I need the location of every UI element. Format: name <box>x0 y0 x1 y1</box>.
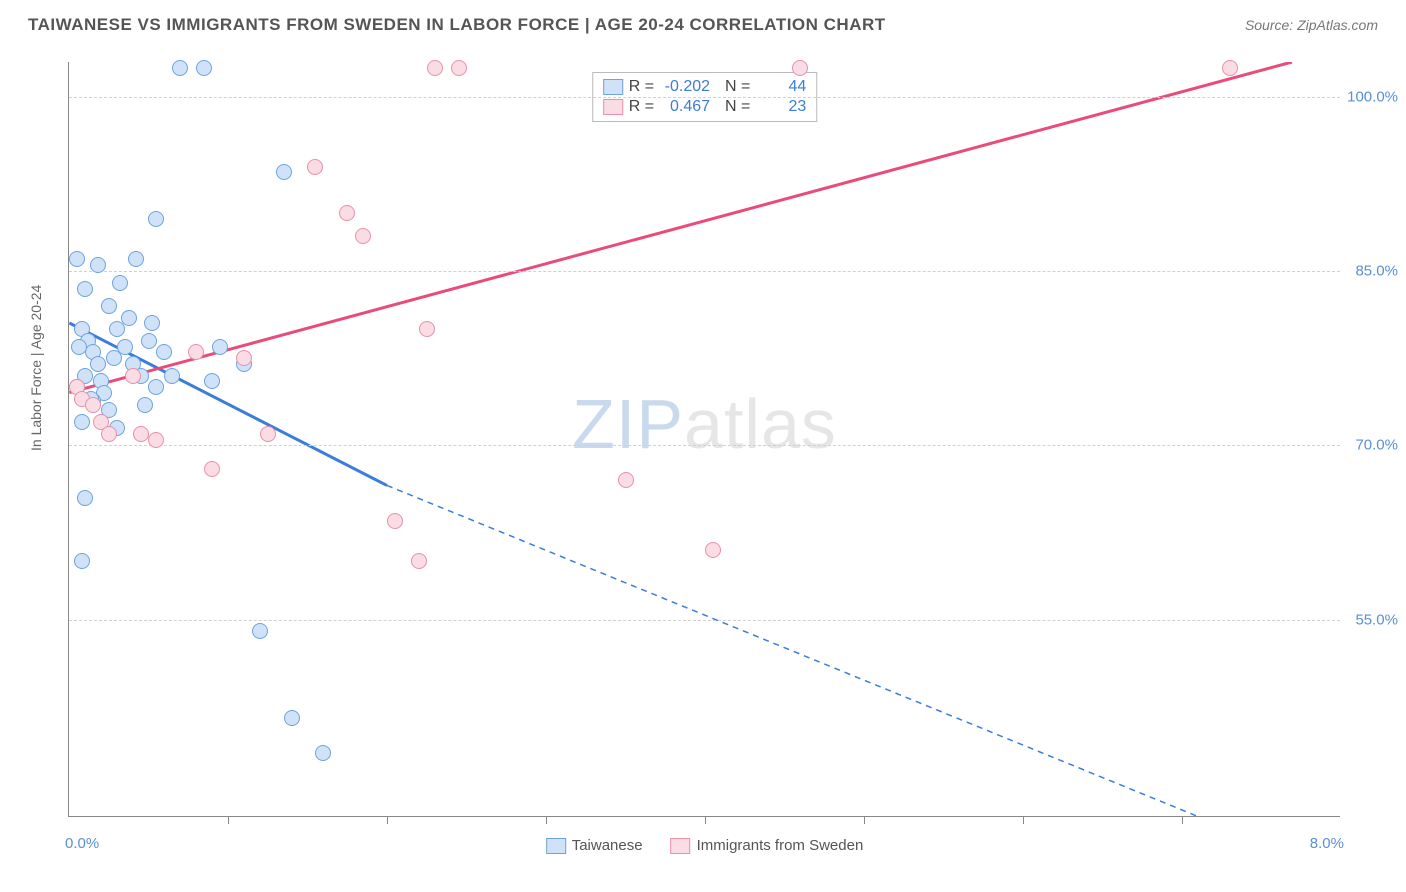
scatter-point <box>156 344 172 360</box>
legend-item: Immigrants from Sweden <box>671 837 864 854</box>
scatter-point <box>112 275 128 291</box>
chart-header: TAIWANESE VS IMMIGRANTS FROM SWEDEN IN L… <box>0 0 1406 43</box>
x-tick <box>387 816 388 824</box>
trend-line-dashed <box>387 485 1197 816</box>
scatter-point <box>387 513 403 529</box>
scatter-point <box>109 321 125 337</box>
n-label: N = <box>716 98 750 116</box>
y-tick-label: 70.0% <box>1355 437 1398 454</box>
watermark-zip: ZIP <box>572 385 684 463</box>
n-value-1: 44 <box>756 78 806 96</box>
scatter-point <box>125 368 141 384</box>
r-value-2: 0.467 <box>660 98 710 116</box>
scatter-point <box>137 397 153 413</box>
r-label: R = <box>629 98 654 116</box>
legend-item: Taiwanese <box>546 837 643 854</box>
scatter-point <box>77 281 93 297</box>
x-tick <box>864 816 865 824</box>
legend-swatch-1 <box>603 79 623 95</box>
scatter-point <box>236 350 252 366</box>
scatter-point <box>339 205 355 221</box>
legend-swatch <box>671 838 691 854</box>
scatter-point <box>148 379 164 395</box>
scatter-point <box>77 490 93 506</box>
legend-label: Immigrants from Sweden <box>697 837 864 854</box>
scatter-point <box>451 60 467 76</box>
scatter-point <box>128 251 144 267</box>
x-axis-min-label: 0.0% <box>65 835 99 852</box>
y-tick-label: 55.0% <box>1355 611 1398 628</box>
x-axis-max-label: 8.0% <box>1310 835 1344 852</box>
correlation-row-2: R = 0.467 N = 23 <box>603 97 807 117</box>
chart-container: In Labor Force | Age 20-24 ZIPatlas R = … <box>28 45 1383 857</box>
source-attribution: Source: ZipAtlas.com <box>1245 17 1378 33</box>
scatter-point <box>276 164 292 180</box>
scatter-point <box>252 623 268 639</box>
scatter-point <box>411 553 427 569</box>
scatter-point <box>427 60 443 76</box>
x-tick <box>1182 816 1183 824</box>
scatter-point <box>705 542 721 558</box>
scatter-point <box>74 553 90 569</box>
scatter-point <box>148 211 164 227</box>
plot-area: ZIPatlas R = -0.202 N = 44 R = 0.467 N =… <box>68 62 1340 817</box>
scatter-point <box>71 339 87 355</box>
scatter-point <box>90 257 106 273</box>
series-legend: Taiwanese Immigrants from Sweden <box>546 837 864 854</box>
scatter-point <box>144 315 160 331</box>
x-tick <box>1023 816 1024 824</box>
scatter-point <box>106 350 122 366</box>
scatter-point <box>196 60 212 76</box>
scatter-point <box>141 333 157 349</box>
correlation-row-1: R = -0.202 N = 44 <box>603 77 807 97</box>
watermark-atlas: atlas <box>684 385 837 463</box>
scatter-point <box>1222 60 1238 76</box>
scatter-point <box>101 298 117 314</box>
x-tick <box>228 816 229 824</box>
scatter-point <box>121 310 137 326</box>
scatter-point <box>74 414 90 430</box>
scatter-point <box>355 228 371 244</box>
scatter-point <box>90 356 106 372</box>
gridline <box>69 445 1340 446</box>
x-tick <box>705 816 706 824</box>
scatter-point <box>101 426 117 442</box>
legend-label: Taiwanese <box>572 837 643 854</box>
y-axis-label: In Labor Force | Age 20-24 <box>28 285 44 451</box>
scatter-point <box>133 426 149 442</box>
scatter-point <box>164 368 180 384</box>
scatter-point <box>315 745 331 761</box>
legend-swatch-2 <box>603 99 623 115</box>
gridline <box>69 97 1340 98</box>
scatter-point <box>419 321 435 337</box>
watermark: ZIPatlas <box>572 384 837 464</box>
scatter-point <box>85 397 101 413</box>
n-label: N = <box>716 78 750 96</box>
r-label: R = <box>629 78 654 96</box>
scatter-point <box>212 339 228 355</box>
scatter-point <box>307 159 323 175</box>
scatter-point <box>188 344 204 360</box>
scatter-point <box>204 373 220 389</box>
scatter-point <box>260 426 276 442</box>
y-tick-label: 85.0% <box>1355 263 1398 280</box>
x-tick <box>546 816 547 824</box>
scatter-point <box>792 60 808 76</box>
trend-lines <box>69 62 1340 816</box>
y-tick-label: 100.0% <box>1347 88 1398 105</box>
legend-swatch <box>546 838 566 854</box>
scatter-point <box>172 60 188 76</box>
scatter-point <box>284 710 300 726</box>
scatter-point <box>618 472 634 488</box>
chart-title: TAIWANESE VS IMMIGRANTS FROM SWEDEN IN L… <box>28 15 886 35</box>
scatter-point <box>148 432 164 448</box>
gridline <box>69 271 1340 272</box>
gridline <box>69 620 1340 621</box>
scatter-point <box>69 251 85 267</box>
r-value-1: -0.202 <box>660 78 710 96</box>
n-value-2: 23 <box>756 98 806 116</box>
scatter-point <box>204 461 220 477</box>
